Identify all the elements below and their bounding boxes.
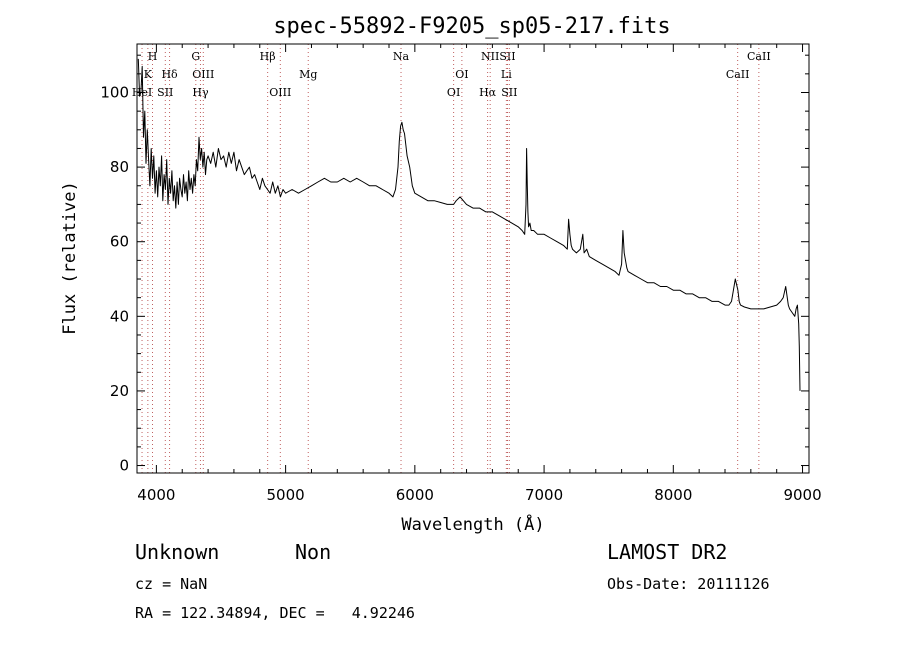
x-tick-label-3: 7000: [525, 486, 563, 504]
y-tick-label-3: 60: [110, 233, 129, 251]
x-tick-label-4: 8000: [654, 486, 692, 504]
line-marker-label-3: Hδ: [161, 68, 178, 81]
line-marker-label-13: OI: [447, 86, 460, 99]
series-group: [137, 58, 801, 391]
x-tick-label-2: 6000: [396, 486, 434, 504]
x-tick-label-5: 9000: [783, 486, 821, 504]
line-marker-label-10: Mg: [299, 68, 317, 81]
y-tick-label-2: 40: [110, 307, 129, 325]
line-marker-label-18: SII: [501, 86, 517, 99]
obs-date-text: Obs-Date: 20111126: [607, 575, 770, 593]
line-marker-label-8: Hβ: [260, 50, 276, 63]
survey-label: LAMOST DR2: [607, 540, 728, 564]
line-marker-label-17: Li: [501, 68, 512, 81]
x-tick-label-0: 4000: [137, 486, 175, 504]
line-marker-label-1: K: [144, 68, 153, 81]
coordinates-text: RA = 122.34894, DEC = 4.92246: [135, 604, 415, 622]
line-marker-label-12: OI: [455, 68, 468, 81]
line-marker-label-15: Hα: [479, 86, 497, 99]
line-marker-label-6: OIII: [192, 68, 214, 81]
line-marker-label-5: G: [191, 50, 200, 63]
chart-title: spec-55892-F9205_sp05-217.fits: [273, 14, 670, 39]
y-tick-label-1: 20: [110, 382, 129, 400]
line-marker-label-9: OIII: [269, 86, 291, 99]
line-marker-label-11: Na: [393, 50, 410, 63]
y-tick-label-4: 80: [110, 158, 129, 176]
line-marker-label-0: H: [148, 50, 158, 63]
x-axis-ticks: 4000 5000 6000 7000 8000 9000: [137, 44, 822, 504]
line-marker-label-20: CaII: [726, 68, 750, 81]
spectrum-line-0: [137, 58, 801, 391]
x-axis-label: Wavelength (Å): [401, 513, 544, 535]
y-axis-ticks: 0 20 40 60 80 100: [100, 54, 809, 475]
class-label: Unknown: [135, 540, 220, 564]
y-tick-label-0: 0: [119, 457, 129, 475]
line-marker-label-14: NII: [481, 50, 499, 63]
y-axis-label: Flux (relative): [60, 181, 80, 335]
redshift-text: cz = NaN: [135, 575, 208, 593]
y-tick-label-5: 100: [100, 83, 129, 101]
plot-frame: [136, 43, 810, 474]
line-markers: HKHeIHδSIIGOIIIHγHβOIIIMgNaOIOINIIHαSIIL…: [132, 44, 771, 473]
line-marker-label-19: CaII: [747, 50, 771, 63]
line-marker-label-16: SII: [499, 50, 515, 63]
line-marker-label-7: Hγ: [192, 86, 209, 99]
line-marker-label-4: SII: [157, 86, 173, 99]
subclass-label: Non: [295, 540, 332, 564]
x-tick-label-1: 5000: [267, 486, 305, 504]
